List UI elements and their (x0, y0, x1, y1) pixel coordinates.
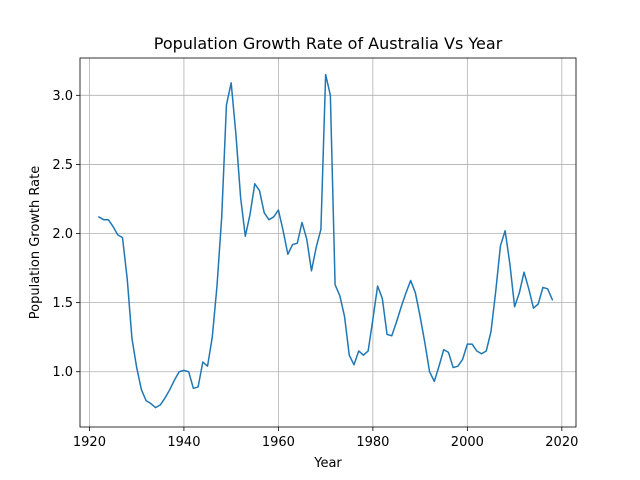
x-tick-label: 1960 (262, 435, 295, 450)
y-tick-label: 1.0 (52, 365, 73, 380)
grid-lines (80, 58, 576, 427)
data-lines (98, 73, 554, 409)
y-tick-label: 2.0 (52, 227, 73, 242)
plot-frame (79, 57, 577, 428)
y-tick-label: 3.0 (52, 89, 73, 104)
y-tick-label: 2.5 (52, 158, 73, 173)
x-tick-label: 1940 (167, 435, 200, 450)
x-axis-label: Year (313, 456, 342, 471)
x-tick-label: 1980 (356, 435, 389, 450)
y-tick-label: 1.5 (52, 296, 73, 311)
axis-ticks: 1920 1940 1960 1980 2000 2020 1.0 1.5 2.0 2.5 3.0 (52, 89, 578, 450)
y-axis-label: Population Growth Rate (28, 166, 43, 319)
series-line (98, 73, 554, 409)
x-tick-label: 2000 (451, 435, 484, 450)
x-tick-label: 2020 (545, 435, 578, 450)
chart-title: Population Growth Rate of Australia Vs Y… (154, 34, 503, 53)
x-tick-label: 1920 (73, 435, 106, 450)
